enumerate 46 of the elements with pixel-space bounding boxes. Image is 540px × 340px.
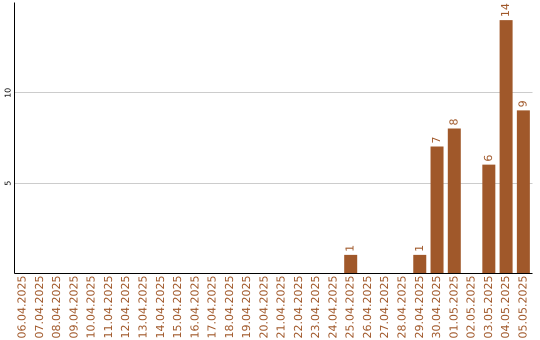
x-tick-label: 21.04.2025 <box>274 276 288 338</box>
bar <box>516 110 530 273</box>
x-tick-label: 30.04.2025 <box>430 276 444 338</box>
x-tick-label: 03.05.2025 <box>482 276 495 338</box>
y-tick-label: 5 <box>4 180 12 186</box>
x-tick-label: 04.05.2025 <box>499 276 512 338</box>
data-label: 7 <box>430 136 444 144</box>
x-tick-label: 05.05.2025 <box>516 276 530 338</box>
x-tick-label: 10.04.2025 <box>84 276 98 338</box>
bar <box>430 146 444 273</box>
x-tick-label: 25.04.2025 <box>344 276 357 338</box>
y-tick-label: 10 <box>4 88 12 98</box>
x-tick-label: 12.04.2025 <box>119 276 132 338</box>
x-tick-label: 17.04.2025 <box>206 276 219 338</box>
data-label: 1 <box>412 244 426 252</box>
data-label: 8 <box>447 118 460 126</box>
x-tick-label: 18.04.2025 <box>222 276 236 338</box>
bar <box>482 164 496 273</box>
bar <box>448 128 461 273</box>
data-label: 9 <box>516 100 530 108</box>
x-tick-label: 09.04.2025 <box>67 276 80 338</box>
x-tick-label: 06.04.2025 <box>16 276 29 338</box>
x-tick-label: 15.04.2025 <box>171 276 184 338</box>
x-tick-label: 29.04.2025 <box>412 276 426 338</box>
x-tick-label: 27.04.2025 <box>378 276 392 338</box>
x-tick-label: 07.04.2025 <box>32 276 46 338</box>
x-tick-label: 24.04.2025 <box>326 276 340 338</box>
x-tick-label: 22.04.2025 <box>292 276 305 338</box>
x-tick-label: 14.04.2025 <box>154 276 167 338</box>
x-tick-label: 08.04.2025 <box>50 276 64 338</box>
data-label: 6 <box>482 154 495 162</box>
data-label: 14 <box>499 3 512 18</box>
x-tick-label: 23.04.2025 <box>309 276 322 338</box>
x-tick-label: 01.05.2025 <box>447 276 460 338</box>
x-tick-label: 28.04.2025 <box>396 276 408 338</box>
x-tick-label: 13.04.2025 <box>136 276 150 338</box>
x-tick-label: 16.04.2025 <box>188 276 202 338</box>
x-tick-label: 11.04.2025 <box>102 276 115 338</box>
x-tick-label: 02.05.2025 <box>464 276 478 338</box>
data-label: 1 <box>344 244 357 252</box>
bar <box>413 254 426 273</box>
x-tick-label: 20.04.2025 <box>257 276 270 338</box>
bar <box>500 20 513 273</box>
x-tick-label: 26.04.2025 <box>360 276 374 338</box>
bar <box>344 254 358 273</box>
x-tick-label: 19.04.2025 <box>240 276 254 338</box>
